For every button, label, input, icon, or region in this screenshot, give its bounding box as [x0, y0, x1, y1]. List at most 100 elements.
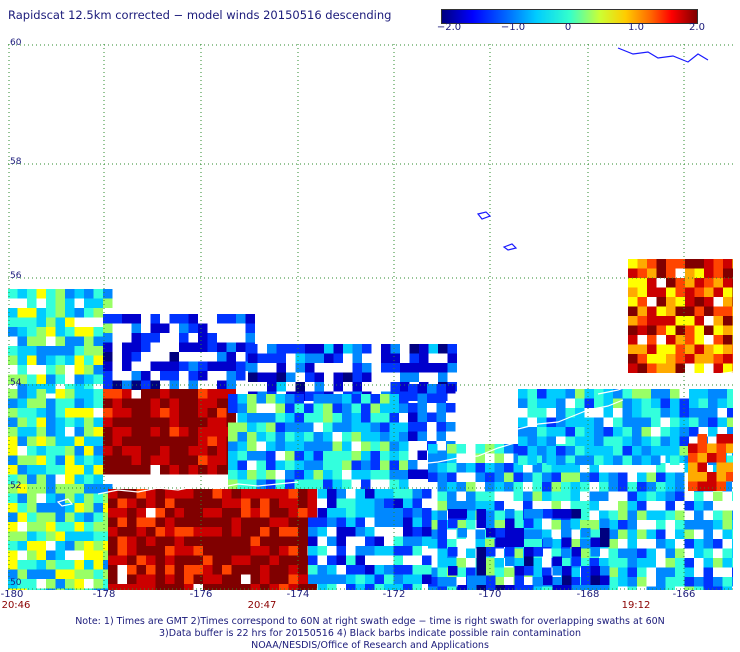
data-cell: [562, 537, 572, 547]
data-cell: [84, 298, 94, 308]
data-cell: [380, 403, 390, 413]
data-cell: [27, 493, 37, 503]
data-cell: [184, 536, 194, 546]
data-cell: [103, 298, 113, 308]
data-cell: [384, 489, 394, 499]
data-cell: [179, 417, 189, 427]
data-cell: [207, 427, 217, 437]
data-cell: [65, 336, 75, 346]
data-cell: [112, 398, 122, 408]
data-cell: [17, 484, 27, 494]
lon-label-174: -174: [286, 589, 310, 600]
data-cell: [412, 498, 422, 508]
data-cell: [188, 361, 198, 371]
data-cell: [527, 389, 537, 399]
data-cell: [381, 363, 391, 373]
data-cell: [505, 537, 515, 547]
data-cell: [260, 565, 270, 575]
data-cell: [46, 298, 56, 308]
data-cell: [656, 259, 666, 269]
data-cell: [174, 584, 184, 590]
data-cell: [198, 436, 208, 446]
data-cell: [622, 398, 632, 408]
data-cell: [390, 382, 400, 392]
data-cell: [637, 558, 647, 568]
data-cell: [666, 316, 676, 326]
data-cell: [524, 509, 534, 519]
data-cell: [694, 354, 704, 364]
data-cell: [694, 520, 704, 530]
data-cell: [514, 537, 524, 547]
data-cell: [393, 565, 403, 575]
data-cell: [422, 527, 432, 537]
data-cell: [355, 489, 365, 499]
data-cell: [207, 436, 217, 446]
data-cell: [485, 539, 495, 549]
data-cell: [665, 558, 675, 568]
data-cell: [307, 489, 317, 499]
data-cell: [288, 584, 298, 590]
data-cell: [584, 417, 594, 427]
data-cell: [412, 584, 422, 590]
data-cell: [269, 508, 279, 518]
data-cell: [590, 537, 600, 547]
data-cell: [103, 289, 113, 299]
data-cell: [374, 565, 384, 575]
data-cell: [231, 508, 241, 518]
data-cell: [646, 548, 656, 558]
colorbar-label-pos1: 1.0: [628, 22, 644, 33]
data-cell: [17, 541, 27, 551]
data-cell: [184, 498, 194, 508]
data-cell: [260, 546, 270, 556]
data-cell: [732, 567, 733, 577]
data-cell: [646, 558, 656, 568]
data-cell: [361, 470, 371, 480]
note-line-1: Note: 1) Times are GMT 2)Times correspon…: [75, 616, 665, 627]
data-cell: [537, 408, 547, 418]
data-cell: [660, 427, 670, 437]
data-cell: [179, 398, 189, 408]
data-cell: [65, 484, 75, 494]
data-cell: [65, 398, 75, 408]
data-cells: [8, 259, 733, 590]
data-cell: [380, 422, 390, 432]
data-cell: [513, 482, 523, 492]
data-cell: [613, 436, 623, 446]
data-cell: [298, 584, 308, 590]
data-cell: [65, 355, 75, 365]
data-cell: [122, 427, 132, 437]
data-cell: [542, 472, 552, 482]
data-cell: [333, 344, 343, 354]
data-cell: [475, 444, 485, 454]
data-cell: [627, 482, 637, 492]
data-cell: [697, 481, 707, 491]
data-cell: [8, 289, 18, 299]
data-cell: [174, 536, 184, 546]
data-cell: [627, 577, 637, 587]
data-cell: [266, 441, 276, 451]
data-cell: [266, 470, 276, 480]
data-cell: [697, 434, 707, 444]
data-cell: [581, 585, 591, 590]
data-cell: [336, 546, 346, 556]
data-cell: [141, 389, 151, 399]
data-cell: [632, 398, 642, 408]
data-cell: [136, 489, 146, 499]
data-cell: [599, 472, 609, 482]
data-cell: [27, 417, 37, 427]
data-cell: [475, 539, 485, 549]
data-cell: [370, 470, 380, 480]
data-cell: [131, 323, 141, 333]
data-cell: [146, 489, 156, 499]
data-cell: [155, 536, 165, 546]
data-cell: [628, 354, 638, 364]
data-cell: [236, 342, 246, 352]
data-cell: [685, 325, 695, 335]
data-cell: [546, 398, 556, 408]
data-cell: [562, 528, 572, 538]
data-cell: [8, 374, 18, 384]
data-cell: [651, 455, 661, 465]
data-cell: [74, 365, 84, 375]
data-cell: [308, 536, 318, 546]
data-cell: [408, 422, 418, 432]
